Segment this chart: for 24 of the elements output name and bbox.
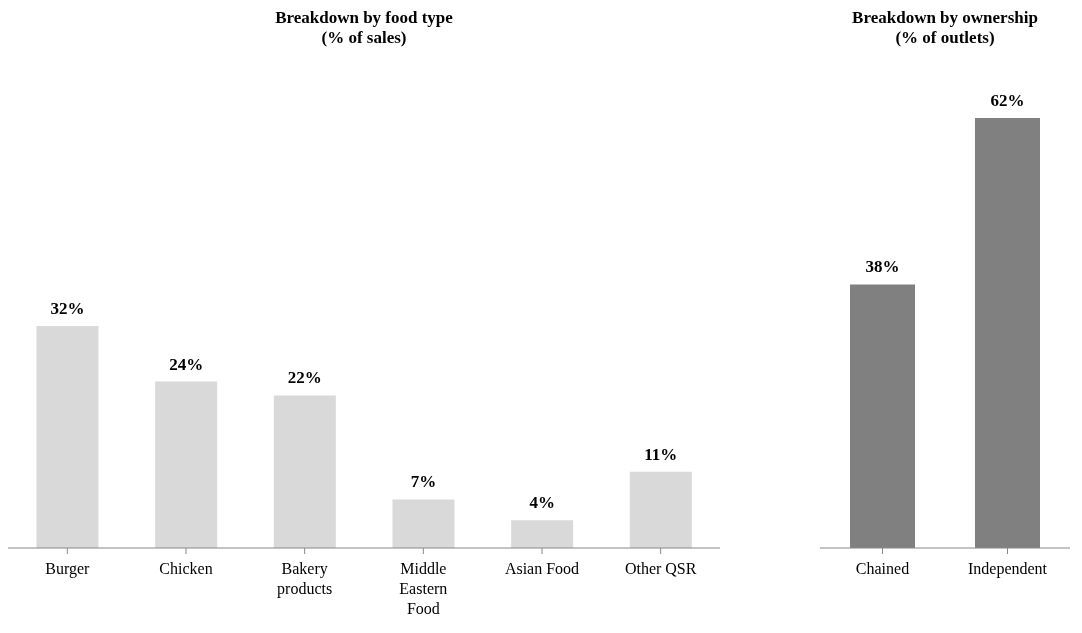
x-tick-label: Chained [855, 560, 910, 577]
bar [392, 499, 455, 548]
x-tick-label: Bakery products [277, 560, 333, 598]
bar [273, 395, 336, 548]
data-label: 24% [169, 354, 204, 374]
chart-title: Breakdown by ownership (% of outlets) [851, 8, 1039, 49]
data-label: 4% [529, 493, 555, 513]
x-tick-label: Chicken [159, 560, 213, 577]
bar [511, 520, 574, 548]
bar [629, 471, 692, 548]
x-tick-label: Burger [45, 560, 91, 578]
data-label: 38% [865, 257, 900, 277]
data-label: 22% [287, 368, 322, 388]
x-tick-label: Middle Eastern Food [399, 560, 448, 617]
data-label: 7% [410, 472, 437, 492]
x-tick-label: Other QSR [624, 560, 697, 577]
data-label: 32% [50, 299, 85, 319]
x-tick-label: Independent [967, 560, 1048, 578]
data-label: 11% [644, 444, 678, 464]
data-label: 62% [990, 91, 1025, 110]
chart-title: Breakdown by food type (% of sales) [274, 8, 454, 49]
bar [155, 381, 218, 548]
x-tick-label: Asian Food [504, 560, 580, 577]
bar [36, 326, 99, 548]
